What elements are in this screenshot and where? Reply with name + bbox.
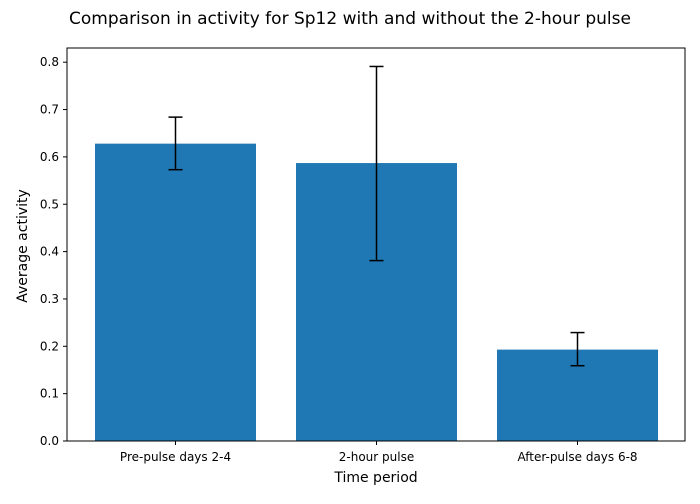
- bar-1: [95, 143, 256, 441]
- y-tick-label-6: 0.5: [40, 197, 59, 211]
- y-tick-label-7: 0.6: [40, 150, 59, 164]
- y-axis-label: Average activity: [15, 189, 31, 303]
- plot-area: Pre-pulse days 2-4 2-hour pulse After-puls…: [40, 47, 686, 464]
- axes-frame: [66, 47, 686, 442]
- x-axis-label: Time period: [333, 470, 417, 486]
- x-tick-label-2: 2-hour pulse: [339, 450, 414, 464]
- y-tick-label-2: 0.1: [40, 387, 59, 401]
- y-tick-label-3: 0.2: [40, 339, 59, 353]
- chart-title: Comparison in activity for Sp12 with and…: [69, 9, 631, 29]
- y-tick-label-9: 0.8: [40, 55, 59, 69]
- y-tick-label-1: 0.0: [40, 434, 59, 448]
- x-tick-label-3: After-pulse days 6-8: [517, 450, 637, 464]
- x-tick-label-1: Pre-pulse days 2-4: [120, 450, 231, 464]
- y-tick-label-8: 0.7: [40, 103, 59, 117]
- y-tick-label-4: 0.3: [40, 292, 59, 306]
- y-tick-label-5: 0.4: [40, 245, 59, 259]
